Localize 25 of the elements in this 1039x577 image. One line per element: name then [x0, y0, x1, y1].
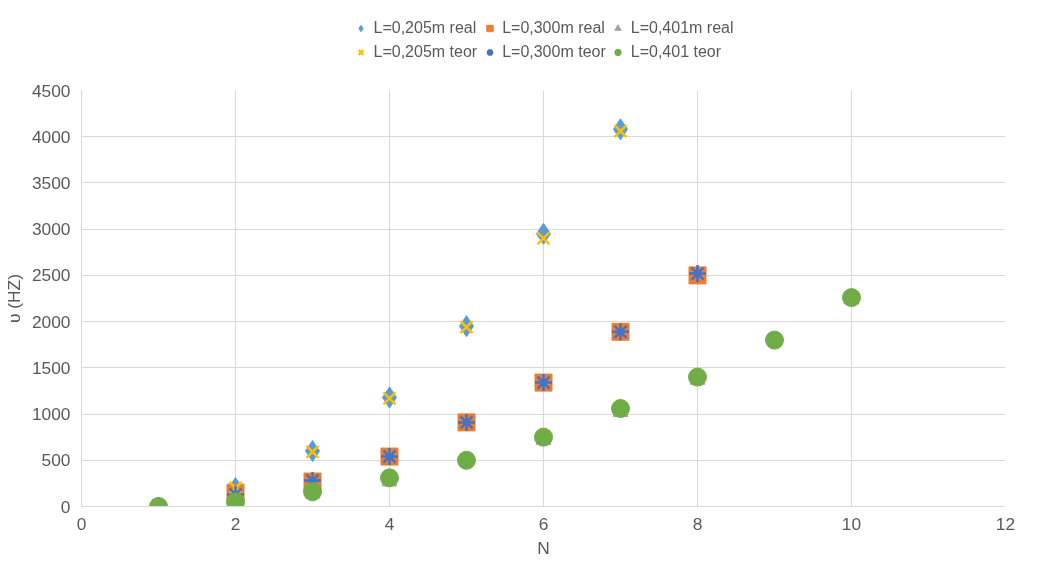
y-tick-label: 2500	[31, 265, 71, 286]
y-axis-title: υ (HZ)	[3, 274, 24, 323]
legend-label: L=0,300m real	[502, 19, 605, 37]
x-axis-title: N	[537, 537, 550, 558]
y-tick-label: 500	[41, 450, 71, 471]
y-tick-label: 1500	[31, 357, 71, 378]
y-tick-label: 0	[60, 496, 71, 517]
x-tick-label: 12	[995, 513, 1016, 534]
x-tick-label: 8	[692, 513, 703, 534]
legend-label: L=0,205m real	[373, 19, 477, 37]
y-tick-label: 1000	[31, 404, 71, 425]
x-tick-label: 4	[384, 513, 395, 534]
y-tick-label: 3000	[31, 219, 71, 240]
legend-label: L=0,205m teor	[373, 43, 478, 61]
x-tick-label: 0	[76, 513, 87, 534]
x-tick-label: 2	[230, 513, 241, 534]
y-tick-label: 4500	[31, 80, 71, 101]
legend-label: L=0,300m teor	[502, 43, 606, 61]
x-tick-label: 6	[538, 513, 549, 534]
y-tick-label: 3500	[31, 172, 71, 193]
x-tick-label: 10	[841, 513, 862, 534]
y-tick-label: 2000	[31, 311, 71, 332]
legend-label: L=0,401 teor	[630, 43, 722, 61]
legend-label: L=0,401m real	[630, 19, 734, 37]
y-tick-label: 4000	[31, 126, 71, 147]
